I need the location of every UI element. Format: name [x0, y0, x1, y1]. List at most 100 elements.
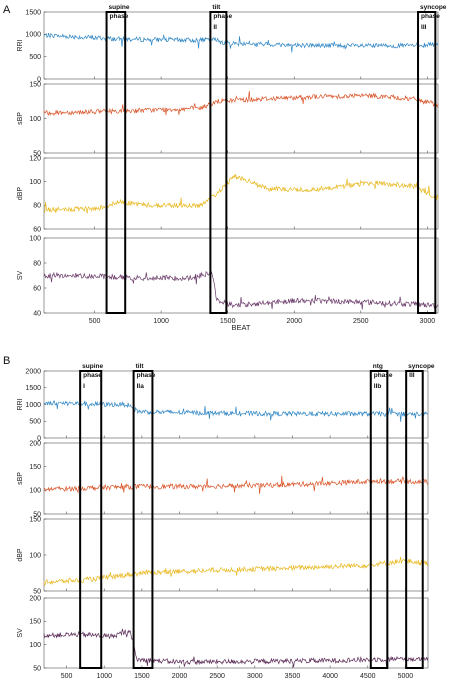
phase-label: phase	[421, 13, 440, 20]
phase-label: tilt	[212, 4, 221, 11]
subplot-sv: 40 60 80 100 SV	[17, 235, 439, 317]
series-line-sbp	[43, 475, 429, 495]
axes-frame	[43, 597, 429, 669]
phase-label: supine	[82, 363, 103, 370]
y-tick-label: 100	[29, 552, 41, 559]
phase-box-3: ntg phase IIb	[369, 363, 393, 669]
x-tick-label: 2000	[286, 318, 302, 325]
y-axis-label: sBP	[17, 112, 24, 125]
series-line-dbp	[43, 174, 439, 214]
y-tick-label: 2000	[25, 368, 41, 375]
x-tick-label: 500	[61, 673, 73, 680]
series-line-sbp	[43, 91, 439, 117]
phase-box-4: syncope III	[405, 363, 435, 669]
phase-label: phase	[213, 13, 232, 20]
y-tick-label: 50	[33, 150, 41, 157]
phase-rect	[105, 11, 127, 314]
phase-label: phase	[137, 372, 156, 379]
phase-label: I	[83, 383, 85, 390]
panel-label-a: A	[3, 4, 11, 16]
phase-box-1: supine phase	[105, 4, 130, 314]
phase-label: IIb	[374, 383, 382, 390]
axes-frame	[43, 157, 439, 230]
phase-label: phase	[374, 372, 393, 379]
y-tick-label: 1000	[25, 402, 41, 409]
y-tick-label: 50	[33, 665, 41, 672]
y-tick-label: 60	[33, 285, 41, 292]
phase-box-1: supine phase I	[79, 363, 103, 669]
y-axis-label: sBP	[17, 472, 24, 485]
x-tick-label: 2000	[172, 673, 188, 680]
phase-label: II	[213, 24, 217, 31]
y-tick-label: 500	[29, 54, 41, 61]
panel-label-b: B	[3, 355, 10, 367]
y-tick-label: 200	[29, 595, 41, 602]
series-line-rri	[43, 32, 439, 53]
x-tick-label: 500	[89, 318, 101, 325]
subplot-dbp: 50 100 150 dBP	[17, 516, 429, 595]
y-tick-label: 1000	[25, 32, 41, 39]
x-tick-label: 2500	[209, 673, 225, 680]
axes-frame	[43, 11, 439, 80]
x-tick-label: 1000	[96, 673, 112, 680]
y-tick-label: 100	[29, 116, 41, 123]
y-tick-label: 150	[29, 619, 41, 626]
x-tick-label: 4000	[322, 673, 338, 680]
x-tick-label: 1000	[153, 318, 169, 325]
y-tick-label: 100	[29, 488, 41, 495]
y-axis-label: RRI	[17, 398, 24, 410]
y-tick-label: 150	[29, 516, 41, 523]
phase-box-2: tilt phase II	[209, 4, 233, 314]
phase-label: III	[409, 372, 415, 379]
x-tick-label: 5000	[398, 673, 414, 680]
subplot-sbp: 50 100 150 sBP	[17, 81, 439, 157]
phase-label: supine	[109, 4, 130, 11]
x-tick-label: 4500	[360, 673, 376, 680]
phase-label: syncope	[420, 4, 447, 11]
x-tick-label: 3500	[285, 673, 301, 680]
phase-box-2: tilt phase IIa	[132, 363, 156, 669]
y-tick-label: 100	[29, 179, 41, 186]
phase-box-3: syncope phase III	[417, 4, 447, 314]
y-tick-label: 1500	[25, 385, 41, 392]
series-line-sv	[43, 271, 439, 310]
y-tick-label: 60	[33, 226, 41, 233]
series-line-rri	[43, 400, 429, 422]
subplot-sv: 50 100 150 200 SV	[17, 595, 429, 672]
subplot-sbp: 50 100 150 200 sBP	[17, 440, 429, 518]
y-tick-label: 200	[29, 440, 41, 447]
series-line-dbp	[43, 556, 429, 586]
x-tick-label: 2500	[353, 318, 369, 325]
phase-rect	[417, 11, 437, 314]
axes-frame	[43, 442, 429, 515]
phase-label: syncope	[408, 363, 435, 370]
phase-rect	[209, 11, 228, 314]
x-tick-label: 3000	[247, 673, 263, 680]
y-axis-label: dBP	[17, 548, 24, 562]
y-axis-label: dBP	[17, 187, 24, 201]
y-tick-label: 120	[29, 155, 41, 162]
axes-frame	[43, 83, 439, 154]
y-tick-label: 50	[33, 588, 41, 595]
y-tick-label: 50	[33, 511, 41, 518]
phase-label: phase	[83, 372, 102, 379]
x-tick-label: 1500	[220, 318, 236, 325]
phase-rect	[79, 370, 103, 669]
x-axis-label: BEAT	[231, 323, 250, 332]
subplot-rri: 0 500 1000 1500 2000 RRI	[17, 368, 429, 442]
x-tick-label: 1500	[134, 673, 150, 680]
panel-a: 0 500 1000 1500 RRI 50 100 150 sBP 60 80 100 120 dBP 4…	[17, 4, 447, 332]
phase-label: tilt	[136, 363, 145, 370]
phase-label: IIa	[137, 383, 145, 390]
series-line-sv	[43, 628, 429, 668]
y-axis-label: SV	[17, 628, 24, 638]
y-tick-label: 80	[33, 260, 41, 267]
y-tick-label: 100	[29, 235, 41, 242]
y-tick-label: 0	[37, 76, 41, 83]
y-tick-label: 500	[29, 419, 41, 426]
phase-label: III	[421, 24, 427, 31]
y-axis-label: SV	[17, 271, 24, 281]
phase-label: ntg	[373, 363, 383, 370]
panel-b: 0 500 1000 1500 2000 RRI 50 100 150 200 sBP 50 100 15…	[17, 363, 435, 680]
